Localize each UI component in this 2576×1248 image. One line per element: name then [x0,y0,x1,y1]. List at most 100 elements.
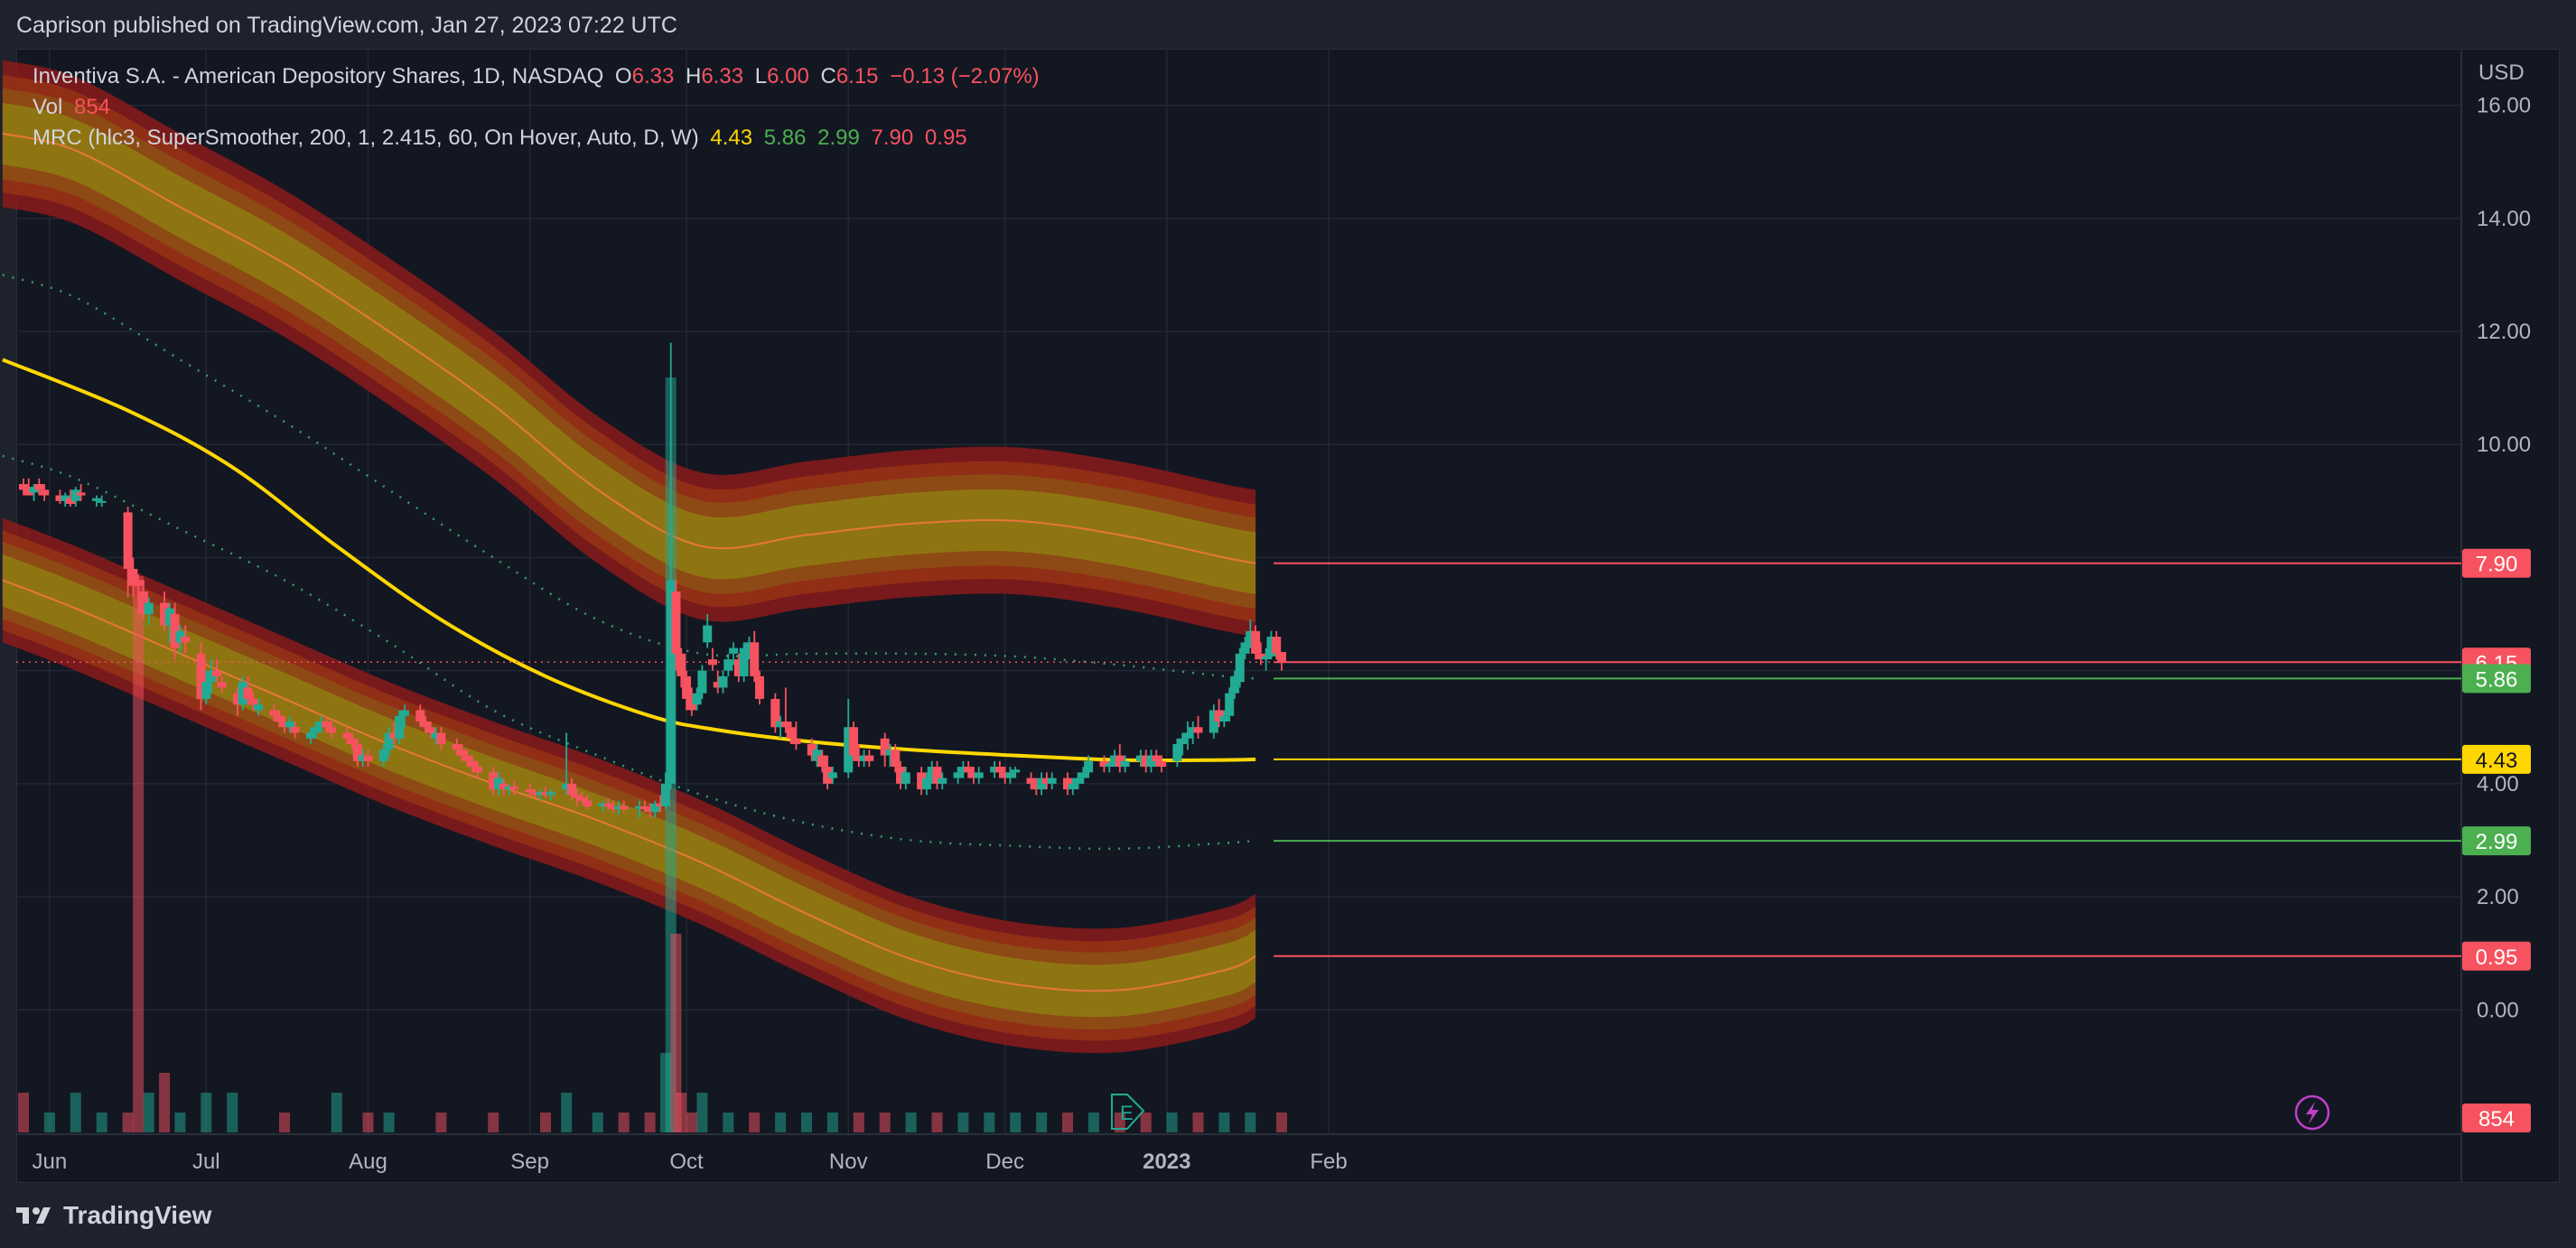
candle-body [733,659,743,676]
candle-body [76,492,86,496]
candle-body [468,760,478,768]
candle-body [1193,727,1203,733]
candle-body [1063,778,1072,790]
volume-bar [227,1093,238,1132]
volume-bar [1062,1113,1073,1132]
volume-bar [435,1113,447,1132]
candle-body [1214,710,1224,722]
volume-bar [775,1113,787,1132]
open-value: 6.33 [631,64,675,88]
candle-body [859,755,869,761]
volume-bar [1114,1113,1125,1132]
volume-bar [676,1093,687,1132]
candle-body [572,795,582,798]
candle-body [509,786,519,790]
candle-body [1031,783,1041,790]
candle-body [399,710,409,716]
candle-body [666,580,676,784]
x-tick-label: Sep [510,1150,549,1174]
candle-body [61,495,70,501]
mrc-upper-outer-value: 7.90 [871,126,914,150]
candle-body [316,721,326,728]
candle-body [1000,772,1010,778]
x-tick-label: Oct [669,1150,704,1174]
y-tick-label: 4.00 [2477,772,2519,796]
legend-mrc-row: MRC (hlc3, SuperSmoother, 200, 1, 2.415,… [33,123,1045,154]
candle-body [707,659,717,666]
candle-body [603,803,613,806]
candle-body [682,675,692,699]
candle-body [849,727,859,756]
candle-body [1099,760,1109,768]
volume-bar [879,1113,891,1132]
candle-body [389,732,399,739]
chart-pane[interactable] [16,49,2560,1183]
y-tick-label: 14.00 [2477,207,2531,231]
candle-body [660,783,670,806]
volume-bar [488,1113,499,1132]
candle-body [342,732,352,739]
candle-body [207,670,217,683]
candle-body [23,487,33,496]
lower-band [2,554,1256,1018]
candle-body [499,783,509,790]
high-value: 6.33 [701,64,744,88]
candle-body [431,732,441,739]
candle-body [744,642,754,648]
footer-brand[interactable]: TradingView [16,1201,211,1230]
candle-body [1141,755,1151,768]
candle-body [462,755,472,761]
candle-body [677,653,686,676]
lightning-icon[interactable] [2294,1094,2330,1131]
candle-body [639,806,649,810]
tradingview-logo-icon [16,1207,51,1224]
x-tick-label: Nov [829,1150,868,1174]
candle-body [128,568,138,586]
volume-bar [331,1093,342,1132]
volume-bar [618,1113,630,1132]
candle-body [1188,727,1198,733]
candle-body [1225,693,1235,716]
candle-body [577,797,587,801]
candle-body [729,647,739,654]
candle-body [1178,738,1188,745]
candle-body [201,682,211,699]
candle-body [917,772,927,790]
chart-legend: Inventiva S.A. - American Depository Sha… [33,61,1045,154]
earnings-icon[interactable]: E [1111,1094,1145,1130]
lower-band [2,530,1256,1041]
candle-body [1255,653,1265,660]
volume-bar [70,1093,81,1132]
candle-body [645,809,655,813]
candle-body [932,767,942,784]
candle-body [1182,732,1192,739]
candle-body [290,727,300,733]
candle-body [160,602,170,626]
candle-body [1041,778,1051,784]
candle-body [436,732,446,745]
candles[interactable] [19,342,1286,818]
volume-bar [561,1093,573,1132]
candle-body [1229,675,1239,694]
x-tick-label: 2023 [1143,1150,1190,1174]
candle-body [656,803,666,806]
candle-body [1276,651,1286,663]
volume-bar [723,1113,734,1132]
candle-body [1026,778,1036,784]
candle-body [1272,637,1282,654]
candle-body [994,767,1004,773]
y-tick-label: 10.00 [2477,433,2531,457]
volume-bar [1010,1113,1022,1132]
candle-body [1172,744,1182,761]
volume-bar [383,1113,395,1132]
candle-body [718,675,728,688]
candle-body [964,767,974,773]
candle-body [66,498,76,504]
candle-body [275,715,285,722]
candle-body [854,755,863,761]
candle-body [164,608,174,626]
volume-bar [122,1113,134,1132]
mrc-lower-outer-value: 0.95 [924,126,967,150]
